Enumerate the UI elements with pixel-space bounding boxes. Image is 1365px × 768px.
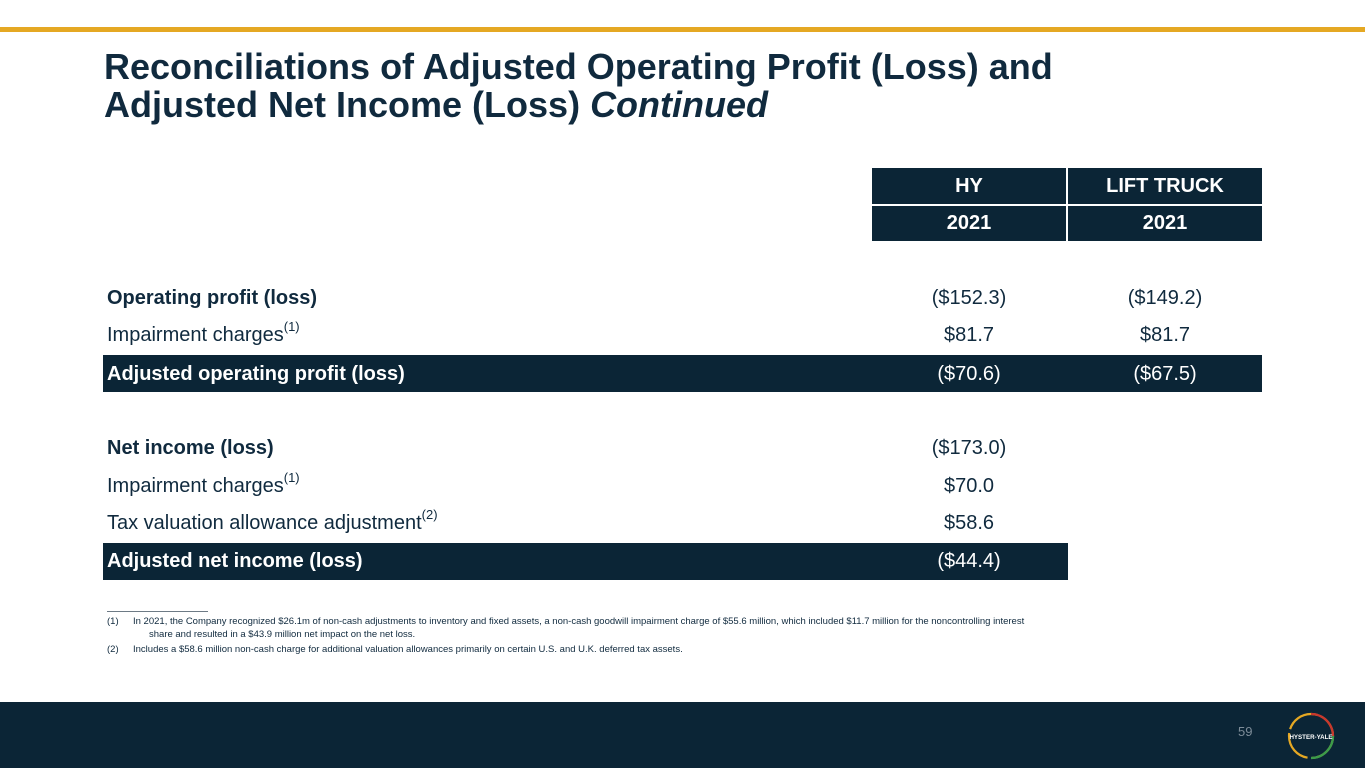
value-hy: $58.6 [943,512,995,534]
row-label: Operating profit (loss) [107,287,317,309]
row-label: Adjusted operating profit (loss) [107,363,405,385]
row-label: Net income (loss) [107,437,274,459]
footer-bar [0,702,1365,768]
value-hy: $70.0 [943,475,995,497]
title-line-2: Adjusted Net Income (Loss) [104,84,591,125]
footnote-ref: (2) [421,507,438,523]
row-adjusted-net-income: Adjusted net income (loss) ($44.4) [103,543,1068,580]
column-year-lift-truck: 2021 [1068,206,1262,241]
value-hy: ($44.4) [937,550,1001,572]
value-lift-truck: ($67.5) [1133,363,1197,385]
column-year-hy: 2021 [872,206,1066,241]
value-hy: ($70.6) [937,363,1001,385]
value-lift-truck: ($149.2) [1127,287,1203,309]
hyster-yale-logo-icon: HYSTER-YALE [1285,710,1337,762]
row-label: Impairment charges(1) [107,319,300,346]
footnote-divider [107,611,208,612]
footnote-2: (2) Includes a $58.6 million non-cash cha… [107,644,683,655]
page-title: Reconciliations of Adjusted Operating Pr… [104,48,1254,124]
footnote-1: (1) In 2021, the Company recognized $26.1… [107,616,1025,640]
logo-text: HYSTER-YALE [1289,734,1332,741]
title-line-1: Reconciliations of Adjusted Operating Pr… [104,46,1053,87]
row-adjusted-operating-profit: Adjusted operating profit (loss) ($70.6)… [103,355,1262,392]
page-number: 59 [1238,724,1253,739]
title-continued: Continued [590,84,769,125]
top-accent-rule [0,27,1365,32]
row-label: Impairment charges(1) [107,470,300,497]
value-hy: ($173.0) [931,437,1007,459]
value-hy: $81.7 [943,324,995,346]
footnote-ref: (1) [283,319,300,335]
value-lift-truck: $81.7 [1139,324,1191,346]
row-label: Adjusted net income (loss) [107,550,363,572]
column-header-lift-truck: LIFT TRUCK [1068,168,1262,204]
footnote-ref: (1) [283,470,300,486]
value-hy: ($152.3) [931,287,1007,309]
row-label: Tax valuation allowance adjustment(2) [107,507,438,534]
column-header-hy: HY [872,168,1066,204]
